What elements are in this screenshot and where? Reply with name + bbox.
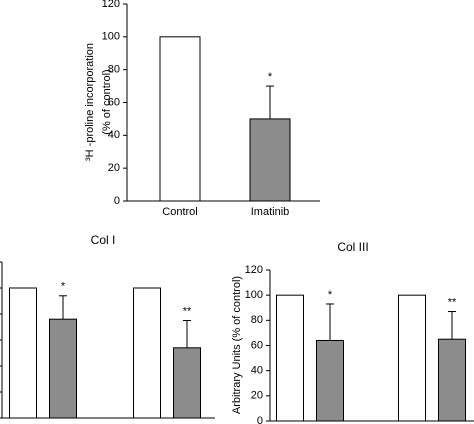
y-tick-label: 0 (257, 415, 263, 424)
significance-mark: * (268, 71, 273, 83)
significance-mark: * (61, 281, 66, 293)
bar (249, 118, 291, 202)
y-tick-label: 0 (114, 195, 120, 207)
y-tick-label: 40 (251, 365, 263, 377)
bar (316, 339, 344, 422)
x-tick-label: Imatinib (251, 206, 290, 218)
y-tick-label: 20 (251, 390, 263, 402)
y-axis-label: (% of control) (101, 69, 113, 134)
x-tick-label: Control (162, 206, 197, 218)
significance-mark: * (328, 289, 333, 301)
y-tick-label: 20 (108, 162, 120, 174)
bar (49, 318, 77, 419)
significance-mark: ** (183, 305, 192, 317)
bar (159, 36, 201, 202)
y-tick-label: 80 (251, 314, 263, 326)
bar (398, 294, 426, 422)
y-tick-label: 80 (108, 64, 120, 76)
chart-title: Col I (91, 233, 116, 247)
y-tick-label: 100 (245, 289, 263, 301)
bar (9, 287, 37, 419)
bar (173, 347, 201, 419)
chart-title: Col III (337, 240, 368, 254)
y-tick-label: 60 (108, 96, 120, 108)
y-tick-label: 120 (245, 264, 263, 276)
y-tick-label: 60 (251, 339, 263, 351)
y-axis-label: Arbitrary Units (% of control) (231, 276, 243, 414)
y-tick-label: 40 (108, 129, 120, 141)
bar (276, 294, 304, 422)
y-tick-label: 100 (102, 31, 120, 43)
y-tick-label: 120 (102, 0, 120, 10)
y-axis-label: ³H -proline incorporation (84, 43, 96, 161)
significance-mark: ** (448, 296, 457, 308)
bar (133, 287, 161, 419)
bar (438, 338, 466, 422)
